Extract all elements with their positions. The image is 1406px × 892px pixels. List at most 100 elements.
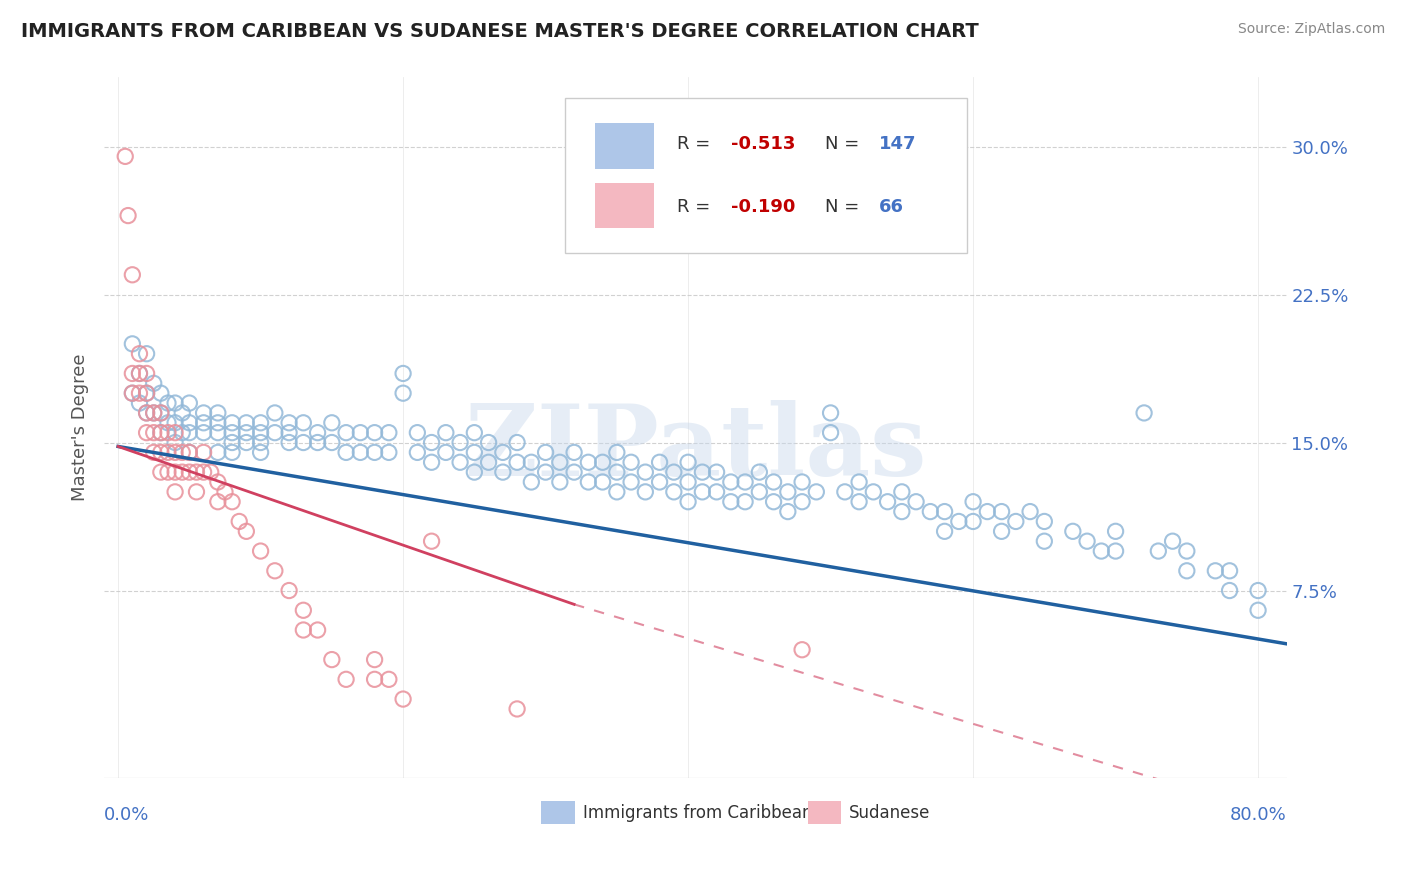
Point bbox=[748, 465, 770, 479]
Point bbox=[156, 445, 179, 459]
Point bbox=[1062, 524, 1084, 539]
Text: Sudanese: Sudanese bbox=[849, 804, 931, 822]
Point bbox=[292, 416, 315, 430]
Point bbox=[165, 396, 187, 410]
Text: IMMIGRANTS FROM CARIBBEAN VS SUDANESE MASTER'S DEGREE CORRELATION CHART: IMMIGRANTS FROM CARIBBEAN VS SUDANESE MA… bbox=[21, 22, 979, 41]
Point bbox=[335, 673, 357, 687]
Point bbox=[1175, 564, 1198, 578]
FancyBboxPatch shape bbox=[807, 801, 841, 823]
Point bbox=[1076, 534, 1098, 549]
Point bbox=[576, 475, 599, 489]
Point bbox=[321, 652, 343, 666]
Text: ZIPatlas: ZIPatlas bbox=[464, 401, 927, 497]
Point bbox=[478, 455, 501, 469]
Point bbox=[434, 425, 457, 440]
Point bbox=[1090, 544, 1112, 558]
Point bbox=[920, 505, 942, 519]
Point bbox=[128, 367, 150, 381]
Point bbox=[221, 425, 243, 440]
Point bbox=[128, 386, 150, 401]
Point bbox=[1033, 515, 1056, 529]
Point bbox=[249, 425, 271, 440]
Point bbox=[142, 406, 165, 420]
Point bbox=[463, 465, 485, 479]
Point bbox=[207, 425, 229, 440]
Point bbox=[592, 455, 614, 469]
Point bbox=[762, 475, 785, 489]
Point bbox=[121, 386, 143, 401]
Point bbox=[506, 702, 529, 716]
Point bbox=[463, 425, 485, 440]
Text: R =: R = bbox=[678, 135, 717, 153]
Point bbox=[121, 367, 143, 381]
Point bbox=[249, 416, 271, 430]
Point bbox=[321, 416, 343, 430]
Point bbox=[976, 505, 998, 519]
Point bbox=[562, 465, 585, 479]
Point bbox=[221, 445, 243, 459]
Point bbox=[221, 416, 243, 430]
Point bbox=[606, 465, 628, 479]
Point bbox=[862, 484, 884, 499]
Point bbox=[263, 564, 285, 578]
Point bbox=[1104, 544, 1126, 558]
Point bbox=[193, 406, 215, 420]
Point bbox=[278, 583, 301, 598]
Point bbox=[776, 484, 799, 499]
Point bbox=[648, 475, 671, 489]
Point bbox=[207, 494, 229, 508]
Point bbox=[1133, 406, 1156, 420]
Point bbox=[149, 406, 172, 420]
Point bbox=[172, 425, 194, 440]
Point bbox=[1161, 534, 1184, 549]
Point bbox=[392, 367, 415, 381]
Point bbox=[520, 455, 543, 469]
Point bbox=[307, 425, 329, 440]
Point bbox=[876, 494, 898, 508]
Point bbox=[165, 445, 187, 459]
Point bbox=[207, 416, 229, 430]
Point bbox=[307, 623, 329, 637]
Point bbox=[378, 425, 401, 440]
Point bbox=[121, 386, 143, 401]
Point bbox=[235, 524, 257, 539]
Point bbox=[592, 475, 614, 489]
Point bbox=[449, 435, 471, 450]
Point bbox=[349, 445, 371, 459]
Point bbox=[292, 623, 315, 637]
Point bbox=[720, 475, 742, 489]
Point bbox=[1247, 603, 1270, 617]
Point bbox=[207, 475, 229, 489]
Point bbox=[1033, 534, 1056, 549]
Point bbox=[179, 445, 201, 459]
Point bbox=[235, 425, 257, 440]
Point bbox=[576, 455, 599, 469]
Point bbox=[648, 455, 671, 469]
Point bbox=[378, 445, 401, 459]
Point bbox=[662, 484, 685, 499]
Point bbox=[692, 465, 714, 479]
Point bbox=[142, 445, 165, 459]
Point bbox=[520, 475, 543, 489]
Point bbox=[806, 484, 828, 499]
Point bbox=[620, 475, 643, 489]
Point bbox=[790, 475, 813, 489]
Point bbox=[634, 465, 657, 479]
Point bbox=[121, 336, 143, 351]
Point bbox=[149, 406, 172, 420]
Point bbox=[193, 416, 215, 430]
Point bbox=[548, 475, 571, 489]
Y-axis label: Master's Degree: Master's Degree bbox=[72, 354, 89, 501]
Point bbox=[165, 465, 187, 479]
Point bbox=[890, 484, 912, 499]
Point bbox=[114, 149, 136, 163]
Point bbox=[179, 396, 201, 410]
Point bbox=[121, 268, 143, 282]
Point bbox=[207, 406, 229, 420]
Point bbox=[135, 406, 157, 420]
Point bbox=[278, 425, 301, 440]
FancyBboxPatch shape bbox=[565, 98, 967, 252]
Point bbox=[278, 416, 301, 430]
Point bbox=[363, 673, 385, 687]
Point bbox=[193, 465, 215, 479]
